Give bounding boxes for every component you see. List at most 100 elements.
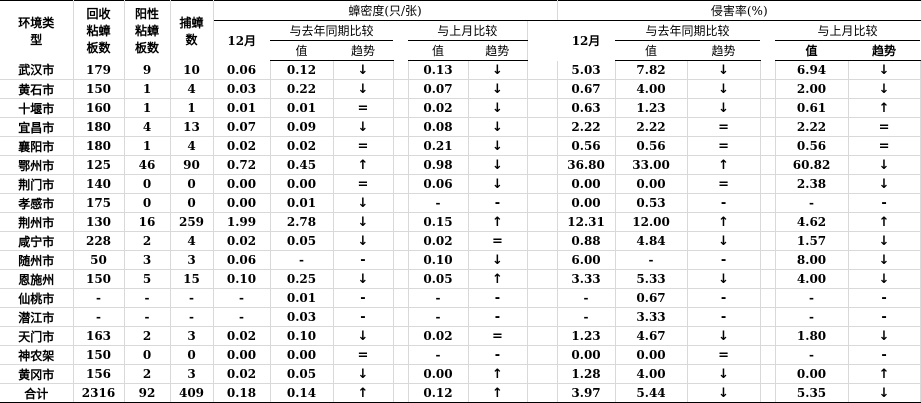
cell-positive: 0 (124, 193, 171, 213)
spacer (760, 98, 776, 118)
cell-density-yoy-value: 0.01 (270, 288, 334, 308)
cell-infest-dec: 0.00 (557, 174, 616, 194)
cell-density-yoy-trend: ↓ (333, 326, 394, 346)
spacer (527, 231, 558, 251)
cell-region: 神农架 (0, 345, 74, 365)
cell-density-yoy-value: 0.22 (270, 79, 334, 99)
cell-infest-mom-value: 5.35 (775, 383, 849, 403)
spacer (760, 345, 776, 365)
spacer (527, 136, 558, 156)
spacer (393, 231, 409, 251)
cell-density-mom-value: 0.12 (408, 383, 469, 403)
cell-density-mom-value: 0.08 (408, 117, 469, 137)
cell-infest-yoy-trend: ↓ (687, 79, 761, 99)
cell-infest-yoy-trend: - (687, 250, 761, 270)
cell-infest-mom-value: 8.00 (775, 250, 849, 270)
spacer (527, 193, 558, 213)
cell-positive: 16 (124, 212, 171, 232)
cell-positive: 2 (124, 231, 171, 251)
cell-density-dec: 0.02 (213, 231, 271, 251)
cell-positive: 9 (124, 60, 171, 80)
cell-caught: 0 (170, 193, 214, 213)
spacer (527, 250, 558, 270)
cell-density-mom-value: 0.15 (408, 212, 469, 232)
table-row: 神农架 150 0 0 0.00 0.00 = - -0.00 0.00 = - - (0, 345, 921, 365)
cell-infest-dec: 2.22 (557, 117, 616, 137)
header-trend: 趋势 (687, 40, 761, 61)
cell-density-yoy-value: 0.05 (270, 231, 334, 251)
cell-infest-mom-value: 60.82 (775, 155, 849, 175)
cell-infest-mom-trend: ↓ (848, 155, 921, 175)
cell-infest-dec: 36.80 (557, 155, 616, 175)
cell-density-yoy-value: 0.01 (270, 193, 334, 213)
cell-region: 仙桃市 (0, 288, 74, 308)
header-value: 值 (615, 40, 688, 61)
cell-density-mom-value: 0.21 (408, 136, 469, 156)
cell-density-mom-value: 0.06 (408, 174, 469, 194)
cell-positive: - (124, 307, 171, 327)
cell-infest-yoy-trend: ↑ (687, 212, 761, 232)
cell-infest-dec: 3.33 (557, 269, 616, 289)
cell-density-dec: 0.10 (213, 269, 271, 289)
cell-infest-mom-value: 1.57 (775, 231, 849, 251)
cell-infest-yoy-value: 7.82 (615, 60, 688, 80)
cell-infest-yoy-value: 0.53 (615, 193, 688, 213)
cell-boards: 125 (73, 155, 125, 175)
cell-density-yoy-value: 0.03 (270, 307, 334, 327)
cell-boards: 180 (73, 136, 125, 156)
spacer (760, 117, 776, 137)
cell-density-dec: 0.02 (213, 326, 271, 346)
cell-infest-dec: 1.28 (557, 364, 616, 384)
cell-caught: 4 (170, 79, 214, 99)
cell-infest-dec: 12.31 (557, 212, 616, 232)
cell-region: 荆州市 (0, 212, 74, 232)
spacer (760, 60, 776, 80)
cell-infest-mom-value: 0.61 (775, 98, 849, 118)
spacer (393, 98, 409, 118)
table-row: 仙桃市 - - - -0.01- - - -0.67- - - (0, 288, 921, 308)
spacer (393, 212, 409, 232)
cell-density-yoy-trend: ↓ (333, 79, 394, 99)
table-row: 咸宁市 228 2 4 0.02 0.05 ↓ 0.02 = 0.88 4.84 ↓ 1.57 ↓ (0, 231, 921, 251)
table-row: 潜江市 - - - -0.03- - - -3.33- - - (0, 307, 921, 327)
cell-infest-mom-trend: - (848, 345, 921, 365)
cell-infest-mom-value: 0.56 (775, 136, 849, 156)
cell-density-yoy-value: 0.12 (270, 60, 334, 80)
cell-density-mom-value: 0.00 (408, 364, 469, 384)
cell-density-mom-value: - (408, 307, 469, 327)
cell-caught: 409 (170, 383, 214, 403)
cell-infest-dec: 0.00 (557, 193, 616, 213)
spacer (760, 174, 776, 194)
cell-infest-mom-value: 0.00 (775, 364, 849, 384)
spacer (760, 326, 776, 346)
cell-region: 十堰市 (0, 98, 74, 118)
cell-infest-mom-value: 6.94 (775, 60, 849, 80)
cell-density-dec: 0.03 (213, 79, 271, 99)
cell-density-yoy-trend: = (333, 345, 394, 365)
cell-infest-mom-value: 4.00 (775, 269, 849, 289)
cell-density-yoy-trend: ↓ (333, 269, 394, 289)
cell-infest-yoy-value: 4.00 (615, 364, 688, 384)
cell-infest-dec: 0.63 (557, 98, 616, 118)
cell-density-mom-value: 0.07 (408, 79, 469, 99)
cell-infest-yoy-trend: ↓ (687, 231, 761, 251)
spacer (527, 98, 558, 118)
cell-density-dec: 1.99 (213, 212, 271, 232)
cell-density-yoy-trend: - (333, 250, 394, 270)
cell-infest-mom-value: 2.38 (775, 174, 849, 194)
spacer (393, 250, 409, 270)
cell-infest-mom-value: - (775, 345, 849, 365)
cell-density-mom-trend: = (468, 231, 528, 251)
cell-density-mom-trend: - (468, 193, 528, 213)
cell-infest-mom-trend: ↓ (848, 60, 921, 80)
spacer (527, 79, 558, 99)
cell-density-dec: - (213, 307, 271, 327)
cell-density-dec: 0.02 (213, 136, 271, 156)
cell-infest-yoy-trend: - (687, 193, 761, 213)
cell-density-mom-value: - (408, 288, 469, 308)
table-row: 十堰市 160 1 1 0.01 0.01 = 0.02 ↓ 0.63 1.23 ↓ 0.61 ↑ (0, 98, 921, 118)
cell-infest-mom-trend: ↓ (848, 269, 921, 289)
header-positive: 阳性粘蟑板数 (124, 0, 171, 61)
spacer (527, 212, 558, 232)
cell-density-mom-value: 0.10 (408, 250, 469, 270)
